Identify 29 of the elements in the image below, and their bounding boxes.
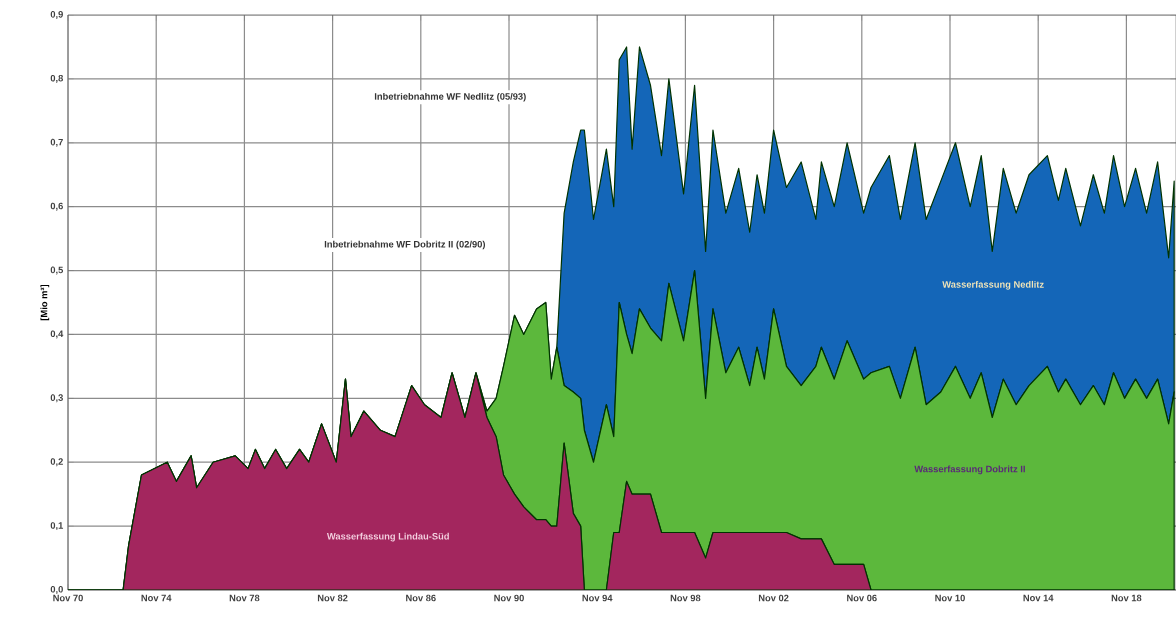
y-tick-label: 0,4 [50, 330, 64, 339]
series-label: Wasserfassung Nedlitz [942, 280, 1044, 290]
y-tick-label: 0,0 [50, 586, 63, 594]
x-tick-label: Nov 02 [758, 594, 789, 602]
series-label: Wasserfassung Dobritz II [914, 465, 1025, 475]
y-tick-label: 0,7 [50, 138, 63, 147]
y-tick-label: 0,2 [50, 458, 63, 467]
x-tick-label: Nov 10 [935, 594, 965, 602]
x-tick-label: Nov 94 [582, 594, 613, 602]
y-tick-label: 0,1 [50, 522, 64, 531]
x-tick-label: Nov 98 [670, 594, 701, 602]
y-tick-label: 0,9 [50, 11, 63, 19]
annotation: Inbetriebnahme WF Nedlitz (05/93) [374, 92, 526, 102]
x-tick-label: Nov 90 [494, 594, 524, 602]
x-tick-label: Nov 06 [847, 594, 877, 602]
x-tick-label: Nov 74 [141, 594, 172, 602]
x-tick-label: Nov 70 [53, 594, 83, 602]
y-tick-label: 0,6 [50, 202, 63, 211]
x-tick-label: Nov 14 [1023, 594, 1054, 602]
x-tick-label: Nov 86 [406, 594, 436, 602]
y-tick-label: 0,3 [50, 394, 63, 403]
x-tick-label: Nov 82 [317, 594, 348, 602]
series-label: Wasserfassung Lindau-Süd [326, 532, 449, 542]
x-tick-label: Nov 78 [229, 594, 260, 602]
y-tick-label: 0,8 [50, 74, 63, 83]
x-tick-label: Nov 18 [1111, 594, 1142, 602]
annotation: Inbetriebnahme WF Dobritz II (02/90) [324, 240, 486, 250]
y-axis-title: [Mio m³] [40, 284, 50, 321]
y-tick-label: 0,5 [50, 266, 64, 275]
